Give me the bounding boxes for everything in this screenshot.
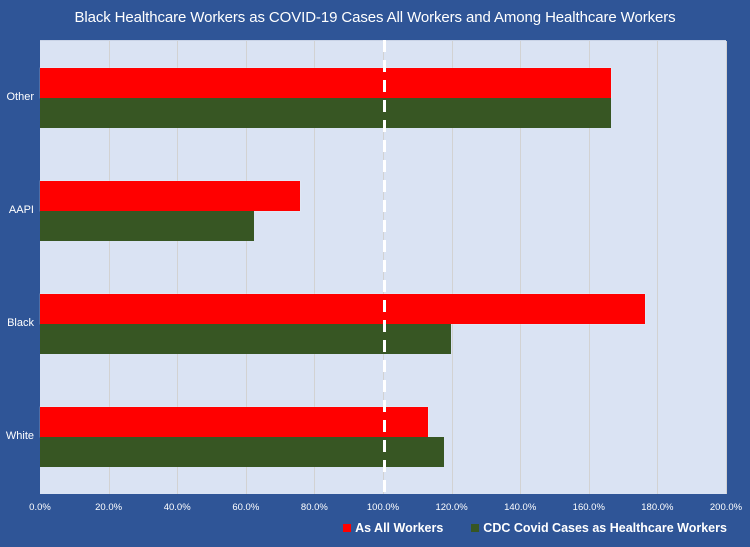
bar-black-healthcare-workers [40, 324, 451, 355]
legend: As All Workers CDC Covid Cases as Healthc… [0, 521, 750, 535]
category-label: AAPI [8, 203, 34, 216]
bar-other-all-workers [40, 67, 612, 98]
bar-aapi-healthcare-workers [40, 210, 255, 241]
x-tick-label: 200.0% [709, 502, 743, 513]
category-label: White [5, 430, 34, 443]
bar-other-healthcare-workers [40, 97, 612, 128]
legend-swatch-icon [343, 524, 352, 532]
gridline [314, 41, 316, 494]
gridline [177, 41, 179, 494]
legend-item: As All Workers [343, 521, 443, 535]
legend-label: As All Workers [355, 521, 444, 535]
x-tick-label: 40.0% [163, 502, 191, 513]
legend-item: CDC Covid Cases as Healthcare Workers [471, 521, 727, 535]
gridline [451, 41, 453, 494]
bar-white-healthcare-workers [40, 437, 445, 468]
legend-label: CDC Covid Cases as Healthcare Workers [483, 521, 727, 535]
bar-aapi-all-workers [40, 180, 300, 211]
x-tick-label: 100.0% [366, 502, 400, 513]
plot-area [40, 40, 727, 494]
category-label: Other [6, 90, 34, 103]
gridline [726, 41, 727, 494]
category-label: Black [7, 317, 34, 330]
bar-white-all-workers [40, 407, 428, 438]
x-tick-label: 80.0% [300, 502, 328, 513]
legend-swatch-icon [471, 524, 480, 532]
x-tick-label: 20.0% [95, 502, 123, 513]
x-tick-label: 140.0% [504, 502, 537, 513]
gridline [657, 41, 659, 494]
gridline [108, 41, 110, 494]
x-tick-label: 60.0% [232, 502, 260, 513]
reference-line-100-percent [383, 40, 386, 494]
x-tick-label: 160.0% [572, 502, 605, 513]
bar-black-all-workers [40, 294, 646, 325]
gridline [520, 41, 522, 494]
x-tick-label: 180.0% [641, 502, 674, 513]
gridline [588, 41, 590, 494]
gridline [245, 41, 247, 494]
x-tick-label: 120.0% [435, 502, 468, 513]
x-tick-label: 0.0% [29, 502, 51, 513]
chart-title: Black Healthcare Workers as COVID-19 Cas… [74, 9, 676, 26]
